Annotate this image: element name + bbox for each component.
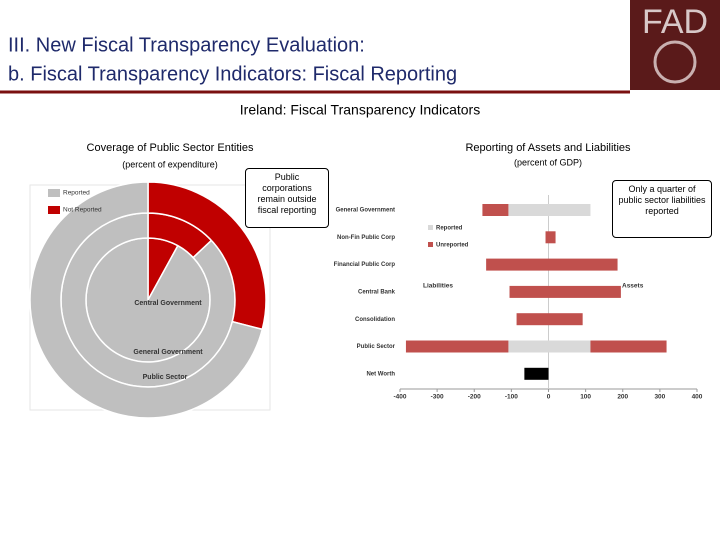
logo-box [630, 0, 720, 90]
y-tick-label: Public Sector [357, 344, 396, 350]
slide-title: III. New Fiscal Transparency Evaluation: [8, 34, 365, 56]
bar [548, 313, 583, 326]
logo-emblem [653, 40, 697, 84]
side-label: Liabilities [423, 283, 453, 290]
bar [509, 285, 549, 298]
bar [548, 340, 591, 353]
bar [590, 340, 667, 353]
bar [548, 258, 618, 271]
bar [548, 231, 556, 244]
x-tick-label: -100 [505, 394, 518, 401]
bar [486, 258, 549, 271]
legend-label: Reported [63, 190, 90, 197]
bar [524, 367, 549, 380]
x-tick-label: -200 [468, 394, 481, 401]
y-tick-label: Financial Public Corp [334, 262, 396, 268]
figure-title: Ireland: Fiscal Transparency Indicators [240, 102, 480, 118]
legend-swatch [48, 206, 60, 214]
chart-subtitle: (percent of GDP) [514, 157, 582, 167]
chart-subtitle: (percent of expenditure) [122, 159, 218, 169]
x-tick-label: 100 [580, 394, 591, 401]
legend-label: Reported [436, 226, 463, 232]
y-tick-label: Central Bank [358, 289, 396, 295]
ring-label: Public Sector [143, 374, 188, 381]
donut-segment [29, 181, 264, 419]
x-tick-label: -400 [393, 394, 406, 401]
bar [508, 204, 549, 216]
chart-title: Reporting of Assets and Liabilities [465, 142, 631, 154]
bar [548, 204, 591, 216]
annotation: Only a quarter of public sector liabilit… [612, 180, 712, 238]
x-tick-label: 300 [654, 394, 665, 401]
legend-swatch [428, 225, 433, 230]
bar [508, 340, 549, 353]
bar [482, 204, 509, 216]
y-tick-label: Consolidation [355, 317, 395, 323]
bar [545, 231, 549, 244]
legend-label: Unreported [436, 243, 469, 249]
x-tick-label: 200 [617, 394, 628, 401]
bar [516, 313, 549, 326]
slide-subtitle: b. Fiscal Transparency Indicators: Fisca… [8, 63, 457, 85]
ring-label: Central Government [134, 300, 202, 307]
y-tick-label: Net Worth [366, 371, 395, 377]
bar [405, 340, 509, 353]
annotation: Public corporations remain outside fisca… [245, 168, 329, 228]
x-tick-label: 400 [692, 394, 703, 401]
ring-label: General Government [133, 349, 203, 356]
legend-swatch [48, 189, 60, 197]
side-label: Assets [622, 283, 644, 290]
bar [548, 285, 621, 298]
legend-swatch [428, 242, 433, 247]
logo: FAD [642, 3, 708, 41]
chart-title: Coverage of Public Sector Entities [87, 142, 254, 154]
y-tick-label: General Government [336, 208, 395, 214]
legend-label: Not Reported [63, 207, 102, 214]
y-tick-label: Non-Fin Public Corp [337, 235, 395, 241]
x-tick-label: 0 [547, 394, 551, 401]
x-tick-label: -300 [431, 394, 444, 401]
